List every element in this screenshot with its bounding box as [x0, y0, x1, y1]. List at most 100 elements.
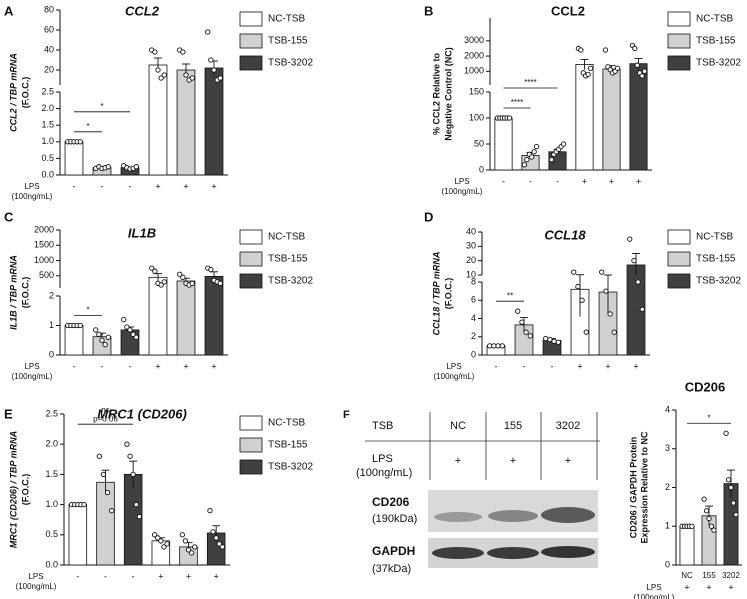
blot-header: NC: [450, 420, 466, 432]
data-point: [216, 541, 222, 547]
y-axis-label: (F.O.C.): [20, 77, 30, 109]
data-point: [180, 274, 186, 280]
y-tick-label: 1000: [464, 66, 484, 76]
y-axis-label: CCL2 / TBP mRNA: [8, 53, 18, 132]
legend-label: TSB-155: [696, 254, 736, 265]
y-tick-label: 1: [665, 521, 670, 531]
legend-swatch: [239, 229, 263, 245]
data-point: [81, 501, 87, 508]
blot-band: [432, 547, 484, 559]
data-point: [611, 329, 617, 335]
bar: [679, 525, 695, 566]
significance-label: ****: [524, 78, 536, 87]
lps-sign: +: [633, 361, 638, 371]
y-tick-label: 2.5: [45, 408, 58, 418]
data-point: [161, 72, 167, 78]
y-tick-label: 2.0: [45, 439, 58, 449]
legend-swatch: [239, 251, 263, 267]
y-axis-label: MRC1 (CD206) / TBP mRNA: [8, 431, 18, 548]
data-point: [77, 139, 83, 145]
data-point: [571, 269, 577, 275]
y-tick-label: 1.0: [41, 136, 54, 146]
y-tick-label: 100: [469, 112, 484, 122]
data-point: [161, 279, 167, 285]
y-tick-label: 2.0: [41, 103, 54, 113]
data-point: [547, 336, 553, 343]
x-axis-label: (100ng/mL): [12, 372, 53, 381]
y-tick-label: 0.0: [45, 559, 58, 569]
data-point: [689, 523, 695, 529]
lps-sign: -: [529, 176, 532, 186]
lps-sign: +: [158, 571, 163, 581]
significance-label: *: [86, 306, 89, 315]
lps-sign: +: [211, 181, 216, 191]
legend-label: TSB-3202: [696, 58, 741, 69]
data-point: [703, 508, 710, 514]
data-point: [506, 115, 513, 121]
data-point: [152, 49, 158, 55]
bar: [602, 68, 621, 171]
y-tick-label: 3: [665, 443, 670, 453]
data-point: [183, 72, 189, 78]
data-point: [711, 527, 717, 533]
blot-row-size: (190kDa): [372, 513, 417, 525]
bar: [64, 141, 84, 176]
data-point: [133, 164, 139, 170]
blot-header: 155: [504, 420, 522, 432]
legend-label: NC-TSB: [696, 232, 734, 243]
legend-swatch: [667, 33, 691, 49]
y-tick-label: 2000: [464, 50, 484, 60]
data-point: [543, 335, 549, 342]
bar: [96, 481, 115, 566]
data-point: [211, 67, 217, 73]
legend-swatch: [239, 273, 263, 289]
data-point: [639, 306, 645, 313]
data-point: [136, 514, 143, 520]
panel-letter: D: [424, 209, 433, 224]
lps-sign: +: [211, 361, 216, 371]
data-point: [587, 65, 594, 71]
y-tick-label: 8: [471, 276, 476, 286]
lps-sign: +: [605, 361, 610, 371]
y-tick-label: 1.5: [41, 120, 54, 130]
data-point: [217, 75, 223, 81]
data-point: [607, 311, 613, 317]
y-tick-label: 2: [665, 482, 670, 492]
bar: [64, 325, 84, 356]
y-tick-label: 10: [466, 269, 476, 279]
data-point: [635, 279, 641, 285]
data-point: [158, 75, 164, 81]
data-point: [614, 65, 621, 71]
legend-label: NC-TSB: [268, 418, 306, 429]
chart-title: CCL2: [125, 3, 160, 18]
data-point: [133, 501, 139, 508]
chart-title: CCL2: [551, 3, 585, 18]
y-tick-label: 2: [471, 331, 476, 341]
y-tick-label: 20: [44, 64, 54, 74]
legend-label: NC-TSB: [268, 232, 306, 243]
data-point: [105, 164, 111, 170]
legend-swatch: [239, 415, 263, 431]
bar: [123, 473, 143, 566]
data-point: [121, 316, 127, 323]
data-point: [127, 327, 133, 333]
data-point: [93, 327, 99, 333]
legend-label: TSB-3202: [268, 276, 313, 287]
data-point: [77, 322, 83, 329]
y-tick-label: 0: [49, 349, 54, 359]
legend-label: NC-TSB: [268, 14, 306, 25]
lps-sign: -: [104, 571, 107, 581]
y-tick-label: 500: [39, 270, 54, 280]
y-axis-label: (F.O.C.): [443, 278, 453, 310]
lps-sign: -: [129, 181, 132, 191]
lps-sign: -: [129, 361, 132, 371]
x-axis-label: (100ng/mL): [16, 582, 57, 591]
y-tick-label: 2: [49, 290, 54, 300]
lps-sign: +: [183, 181, 188, 191]
data-point: [730, 500, 737, 506]
data-point: [213, 535, 219, 541]
significance-label: p=0.06: [93, 414, 118, 423]
data-point: [515, 308, 521, 314]
data-point: [603, 288, 609, 294]
data-point: [109, 507, 115, 514]
